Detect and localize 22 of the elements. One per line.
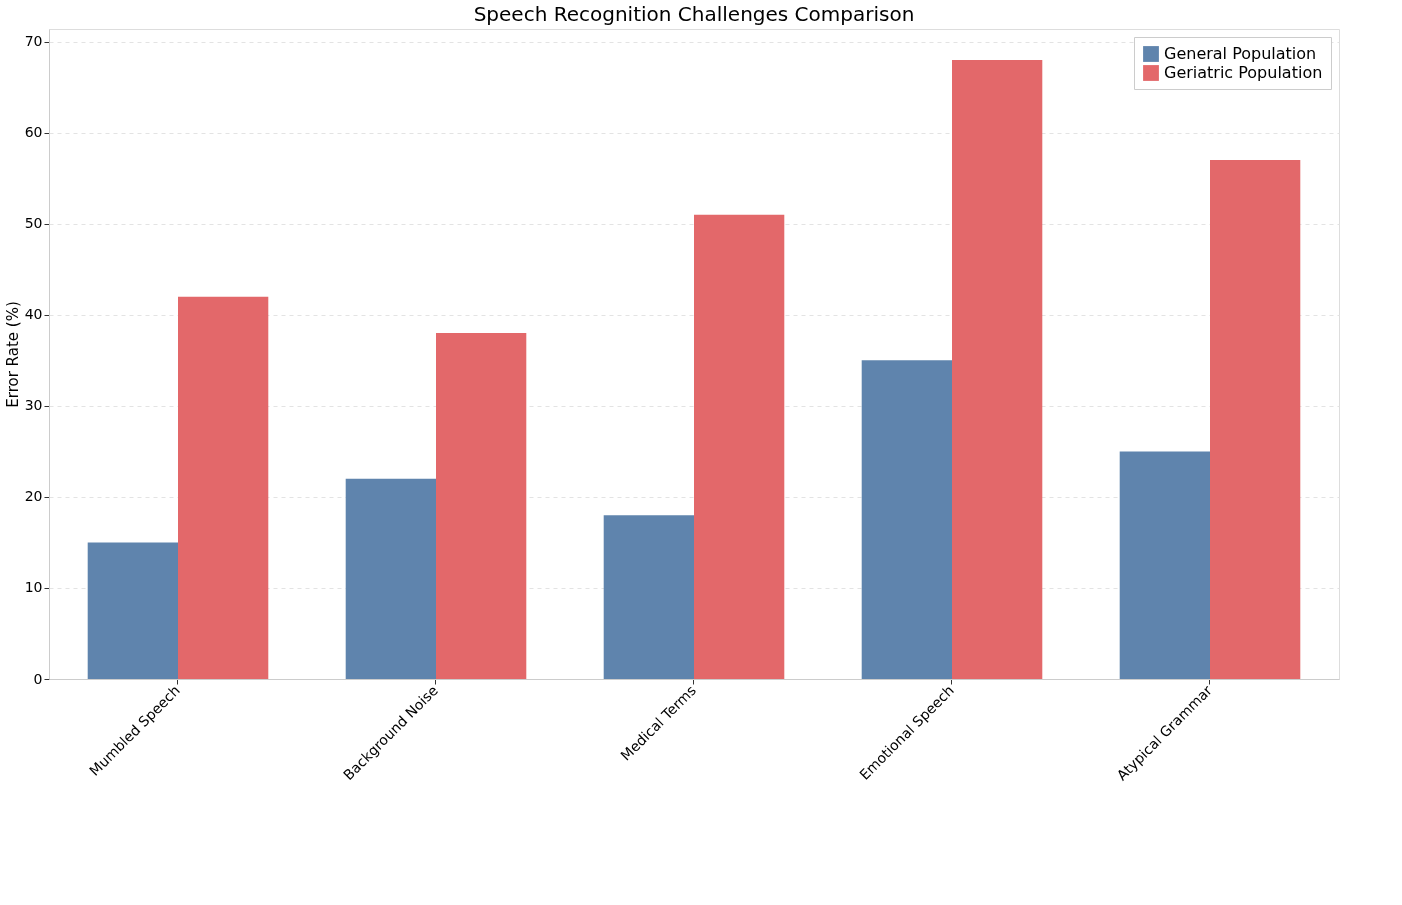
chart-title: Speech Recognition Challenges Comparison xyxy=(473,2,915,26)
y-tick-label: 0 xyxy=(33,670,43,687)
y-tick-label: 50 xyxy=(24,215,43,232)
legend-label: Geriatric Population xyxy=(1164,63,1323,82)
bar xyxy=(178,296,269,679)
y-tick-label: 40 xyxy=(24,306,43,323)
bar xyxy=(861,360,952,679)
y-tick-label: 10 xyxy=(24,579,43,596)
y-axis-title: Error Rate (%) xyxy=(3,301,22,408)
bar xyxy=(87,542,178,679)
bar xyxy=(694,214,785,679)
bar xyxy=(345,478,436,679)
bar xyxy=(1119,451,1210,679)
y-tick-label: 60 xyxy=(24,124,43,141)
y-tick-label: 30 xyxy=(24,397,43,414)
bar xyxy=(1210,160,1301,679)
legend-label: General Population xyxy=(1164,44,1317,63)
y-tick-label: 20 xyxy=(24,488,43,505)
bar xyxy=(952,59,1043,679)
bar xyxy=(603,515,694,679)
y-tick-label: 70 xyxy=(24,33,43,50)
bar xyxy=(436,333,527,679)
